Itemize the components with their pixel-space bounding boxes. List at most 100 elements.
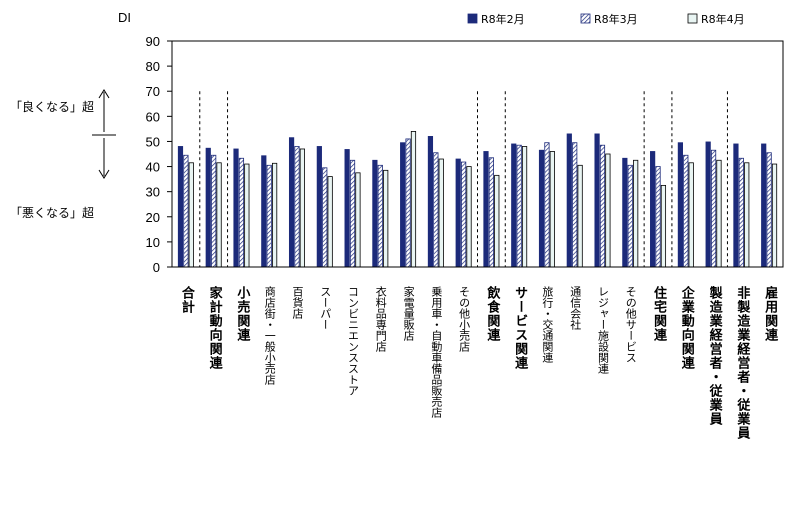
bar-series-2	[405, 138, 411, 268]
legend-swatch	[467, 13, 478, 24]
category-label: 飲食関連	[484, 286, 500, 342]
bar-series-2	[599, 144, 606, 268]
legend-swatch	[580, 13, 591, 24]
y-tick-label: 0	[153, 260, 160, 275]
group-dividers	[199, 91, 728, 267]
bar-series-3	[633, 159, 639, 268]
bar-series-1	[316, 146, 322, 268]
bar-series-2	[683, 154, 689, 268]
bar-series-3	[383, 169, 389, 268]
bar-series-1	[344, 149, 350, 268]
y-tick-label: 60	[146, 109, 160, 124]
category-label: その他サービス	[624, 286, 638, 363]
bar-series-2	[294, 146, 300, 268]
bar-series-1	[677, 142, 683, 268]
category-label: 商店街・一般小売店	[263, 286, 277, 385]
category-label: 住宅関連	[651, 286, 667, 342]
bar-series-2	[627, 164, 633, 268]
bar-series-2	[322, 167, 328, 268]
plot-frame	[171, 40, 784, 268]
bar-series-2	[266, 164, 272, 268]
y-tick-label: 30	[146, 185, 160, 200]
bar-series-1	[372, 159, 378, 268]
category-label: 衣料品専門店	[374, 286, 388, 352]
category-label: 非製造業経営者・従業員	[734, 286, 750, 440]
bar-series-1	[650, 151, 656, 268]
bar-series-2	[377, 164, 383, 268]
bar-series-1	[205, 147, 211, 268]
category-label: 合計	[178, 286, 194, 314]
bar-series-2	[238, 157, 245, 268]
bar-series-2	[544, 142, 550, 268]
bar-series-2	[211, 154, 217, 268]
y-tick-label: 70	[146, 84, 160, 99]
bar-series-3	[716, 159, 722, 268]
bar-series-1	[705, 141, 711, 268]
y-tick-label: 80	[146, 59, 160, 74]
category-label: 通信会社	[568, 286, 582, 330]
bar-series-1	[511, 143, 517, 268]
y-tick-label: 90	[146, 34, 160, 49]
bar-series-2	[738, 157, 744, 268]
category-label: 家電量販店	[402, 286, 416, 341]
bar-series-3	[410, 130, 417, 268]
y-tick-label: 20	[146, 210, 160, 225]
bar-series-1	[427, 136, 434, 268]
bar-series-2	[572, 142, 578, 268]
bar-series-1	[177, 146, 184, 268]
bar-series-2	[655, 166, 661, 268]
bar-series-1	[483, 151, 489, 268]
y-axis-unit: DI	[118, 10, 131, 25]
bar-series-3	[549, 151, 555, 268]
bar-series-3	[299, 148, 305, 268]
y-tick-label: 40	[146, 160, 160, 175]
y-tick-labels: 0 10 20 30 40 50 60 70 80 90	[146, 34, 172, 275]
bar-series-2	[433, 152, 439, 268]
bars	[177, 130, 778, 268]
down-arrow-head-icon	[98, 169, 110, 179]
bar-series-1	[455, 158, 461, 268]
bar-series-2	[766, 152, 772, 268]
bar-series-1	[594, 133, 600, 268]
up-arrow-head-icon	[98, 89, 110, 99]
category-label: スーパー	[318, 286, 332, 330]
bar-series-2	[516, 144, 522, 268]
y-tick-label: 10	[146, 235, 160, 250]
category-label: 旅行・交通関連	[540, 286, 554, 363]
y-tick-label: 50	[146, 134, 160, 149]
bar-series-3	[660, 184, 667, 268]
bar-series-2	[710, 149, 717, 268]
bar-series-3	[577, 164, 583, 268]
bar-series-3	[688, 162, 694, 268]
category-label: 乗用車・自動車備品販売店	[429, 286, 443, 418]
bar-series-3	[244, 163, 250, 268]
bar-series-2	[349, 159, 356, 268]
bar-series-1	[261, 155, 267, 268]
bad-label: 「悪くなる」超	[10, 206, 95, 220]
bar-series-3	[771, 163, 778, 268]
legend-label: R8年2月	[481, 12, 525, 26]
bar-series-2	[461, 161, 467, 268]
category-label: 雇用関連	[762, 286, 778, 342]
category-label: 製造業経営者・従業員	[706, 286, 722, 426]
bar-series-3	[438, 158, 444, 268]
axes	[171, 40, 784, 268]
direction-arrows	[92, 89, 116, 179]
bar-series-1	[233, 148, 239, 268]
category-label: 企業動向関連	[678, 286, 694, 370]
bar-series-3	[605, 153, 611, 268]
category-label: その他小売店	[457, 286, 471, 352]
bar-series-3	[216, 162, 222, 268]
bar-series-3	[355, 172, 361, 268]
bar-series-2	[183, 154, 189, 268]
bar-series-1	[733, 143, 739, 268]
bar-series-2	[488, 157, 494, 268]
bar-series-3	[494, 174, 500, 268]
category-label: 家計動向関連	[206, 286, 222, 370]
good-label: 「良くなる」超	[10, 100, 95, 114]
bar-series-3	[744, 162, 750, 268]
bar-series-1	[566, 133, 572, 268]
category-label: コンビニエンスストア	[346, 286, 360, 396]
bar-series-1	[400, 142, 406, 268]
